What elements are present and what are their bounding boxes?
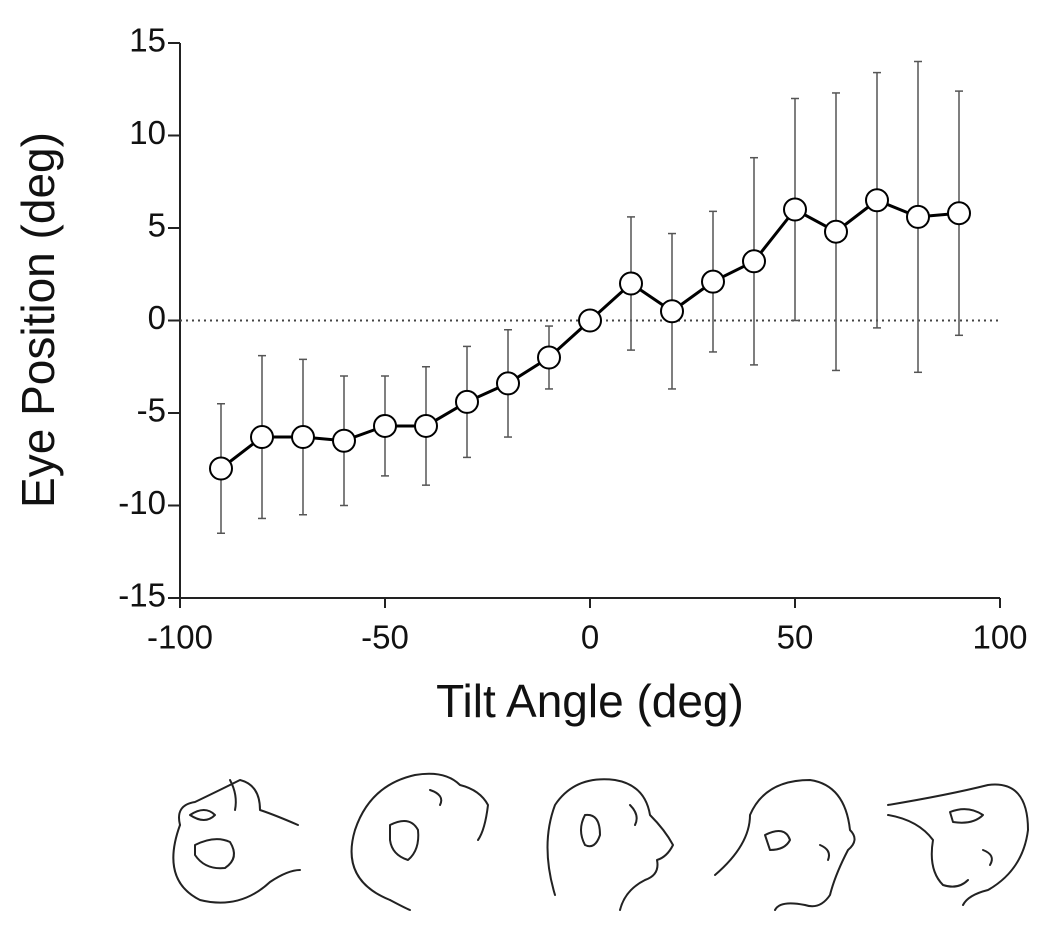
series-line bbox=[220, 198, 960, 470]
point bbox=[865, 188, 889, 213]
point bbox=[578, 308, 602, 333]
x-tick-label: 50 bbox=[777, 619, 814, 656]
point bbox=[332, 428, 356, 453]
point bbox=[660, 299, 684, 324]
x-tick-label: -100 bbox=[147, 619, 213, 656]
point bbox=[455, 389, 479, 414]
point bbox=[209, 456, 233, 481]
y-tick-label: -5 bbox=[137, 392, 166, 429]
point bbox=[701, 269, 725, 294]
point bbox=[373, 413, 397, 438]
point bbox=[906, 204, 930, 229]
x-tick-label: 0 bbox=[581, 619, 599, 656]
y-tick-label: 0 bbox=[148, 299, 166, 336]
point bbox=[250, 425, 274, 450]
point bbox=[291, 425, 315, 450]
y-axis-title: Eye Position (deg) bbox=[12, 132, 64, 508]
x-tick-label: 100 bbox=[972, 619, 1027, 656]
point bbox=[742, 249, 766, 274]
y-tick-label: 5 bbox=[148, 207, 166, 244]
point bbox=[414, 413, 438, 438]
point bbox=[824, 219, 848, 244]
y-tick-label: 10 bbox=[129, 114, 166, 151]
point bbox=[619, 271, 643, 296]
monkey-heads bbox=[172, 772, 1029, 911]
point bbox=[496, 371, 520, 396]
point bbox=[537, 345, 561, 370]
point bbox=[947, 201, 971, 226]
y-tick-label: -15 bbox=[118, 577, 166, 614]
point bbox=[783, 197, 807, 222]
y-tick-label: -10 bbox=[118, 484, 166, 521]
y-tick-label: 15 bbox=[129, 22, 166, 59]
x-tick-label: -50 bbox=[361, 619, 409, 656]
x-axis-title: Tilt Angle (deg) bbox=[436, 675, 744, 727]
